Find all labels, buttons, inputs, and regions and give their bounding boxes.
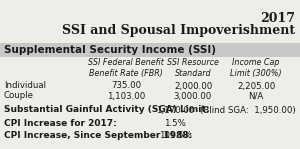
Text: 2,000.00: 2,000.00 [174, 82, 212, 90]
Text: 3,000.00: 3,000.00 [174, 91, 212, 100]
Text: N/A: N/A [248, 91, 264, 100]
Text: 2017: 2017 [260, 12, 295, 25]
Text: Individual: Individual [4, 82, 46, 90]
Text: CPI Increase for 2017:: CPI Increase for 2017: [4, 119, 117, 128]
Text: 101.5%: 101.5% [159, 132, 191, 141]
Text: (Blind SGA:  1,950.00): (Blind SGA: 1,950.00) [200, 105, 296, 114]
Bar [0, 43, 300, 57]
Text: Substantial Gainful Activity (SGA) Limit:: Substantial Gainful Activity (SGA) Limit… [4, 105, 209, 114]
Text: 1,170.00: 1,170.00 [156, 105, 194, 114]
Text: Couple: Couple [4, 91, 34, 100]
Text: 2,205.00: 2,205.00 [237, 82, 275, 90]
Text: Supplemental Security Income (SSI): Supplemental Security Income (SSI) [4, 45, 216, 55]
Text: Income Cap
Limit (300%): Income Cap Limit (300%) [230, 58, 282, 78]
Text: 1,103.00: 1,103.00 [107, 91, 145, 100]
Text: 1.5%: 1.5% [164, 119, 186, 128]
Text: 735.00: 735.00 [111, 82, 141, 90]
Text: SSI and Spousal Impoverishment: SSI and Spousal Impoverishment [62, 24, 295, 37]
Text: SSI Resource
Standard: SSI Resource Standard [167, 58, 219, 78]
Text: SSI Federal Benefit
Benefit Rate (FBR): SSI Federal Benefit Benefit Rate (FBR) [88, 58, 164, 78]
Text: CPI Increase, Since September 1988:: CPI Increase, Since September 1988: [4, 132, 192, 141]
